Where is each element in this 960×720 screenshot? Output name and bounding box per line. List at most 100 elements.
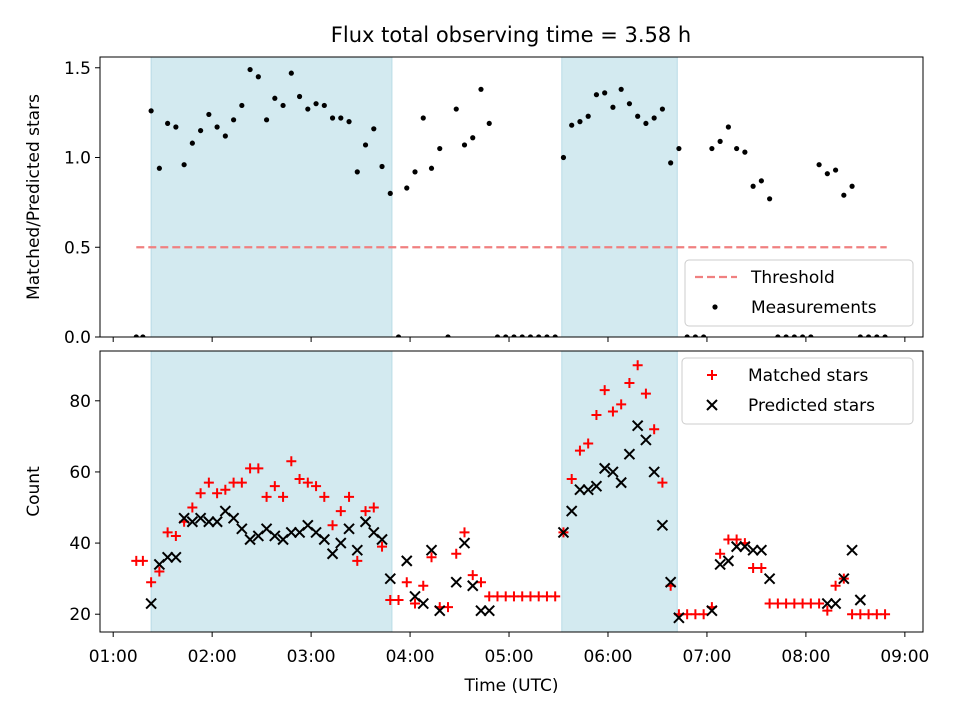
measurement-point	[643, 120, 649, 127]
predicted-star-point	[194, 512, 207, 524]
matched-star-point	[591, 410, 602, 421]
legend-label: Threshold	[750, 268, 835, 288]
measurement-point	[651, 115, 657, 121]
measurement-point	[791, 334, 797, 337]
measurement-point	[470, 135, 476, 141]
measurement-point	[560, 154, 567, 161]
measurement-point	[767, 196, 773, 202]
predicted-star-point	[854, 594, 867, 606]
predicted-star-point	[763, 572, 776, 585]
matched-star-point	[574, 445, 585, 456]
y-axis-label: Matched/Predicted stars	[24, 94, 44, 300]
matched-star-point	[657, 477, 668, 488]
matched-star-point	[236, 477, 247, 488]
predicted-star-point	[755, 544, 768, 556]
matched-star-point	[278, 491, 289, 502]
measurement-point	[527, 334, 534, 337]
measurement-point	[816, 162, 822, 168]
matched-star-point	[599, 385, 610, 396]
predicted-star-point	[178, 512, 190, 524]
predicted-star-point	[829, 597, 842, 610]
predicted-star-point	[434, 604, 446, 617]
measurement-point	[148, 108, 154, 114]
measurement-point	[602, 90, 608, 96]
ratio-panel: 0.0 0.5 1.0 1.5 Matched/Predicted stars Thres…	[24, 56, 924, 348]
measurement-point	[255, 74, 261, 80]
measurement-point	[486, 120, 492, 127]
predicted-star-point	[821, 597, 834, 610]
matched-star-point	[715, 548, 726, 559]
matched-star-point	[269, 481, 280, 492]
observing-window-band	[150, 351, 393, 632]
x-axis-label: Time (UTC)	[464, 676, 559, 696]
predicted-star-point	[161, 551, 174, 564]
measurement-point	[494, 334, 501, 337]
measurement-point	[362, 142, 369, 148]
predicted-star-point	[376, 533, 388, 546]
predicted-star-point	[467, 580, 479, 592]
measurement-point	[412, 169, 418, 175]
matched-star-point	[649, 424, 660, 435]
predicted-star-point	[475, 604, 487, 617]
legend-box	[681, 357, 914, 425]
predicted-star-point	[417, 597, 429, 610]
matched-star-point	[253, 463, 264, 474]
predicted-star-point	[401, 555, 413, 567]
predicted-star-point	[739, 540, 751, 553]
measurement-point	[453, 106, 459, 112]
measurement-point	[857, 334, 863, 337]
measurement-point	[676, 145, 682, 152]
predicted-star-point	[483, 604, 495, 617]
measurement-point	[173, 124, 179, 130]
axes-frame	[99, 56, 924, 338]
predicted-star-point	[730, 540, 743, 553]
matched-star-point	[195, 488, 206, 499]
predicted-star-point	[170, 551, 182, 564]
plot-area	[131, 351, 891, 632]
measurement-point	[428, 165, 435, 171]
matched-star-point	[344, 491, 355, 502]
y-tick-label: 20	[69, 605, 91, 625]
measurement-point	[181, 162, 187, 168]
measurement-point	[593, 92, 600, 98]
matched-star-point	[154, 566, 165, 577]
predicted-star-point	[656, 519, 669, 531]
matched-star-point	[146, 577, 157, 588]
matched-star-point	[607, 406, 618, 417]
y-tick-label: 1.5	[64, 59, 91, 79]
y-tick-label: 0.5	[64, 238, 91, 258]
predicted-star-point	[582, 484, 594, 496]
measurement-point	[461, 142, 468, 148]
predicted-star-point	[318, 533, 331, 546]
matched-star-point	[393, 594, 404, 605]
matched-star-point	[467, 570, 478, 581]
legend-label: Predicted stars	[748, 396, 875, 416]
matched-star-point	[756, 562, 767, 573]
measurement-point	[140, 334, 146, 337]
matched-star-point	[212, 488, 223, 499]
predicted-star-point	[269, 530, 281, 542]
x-tick-label: 07:00	[682, 647, 731, 667]
measurement-point	[569, 122, 575, 128]
x-tick-label: 09:00	[880, 647, 929, 667]
matched-star-point	[286, 456, 297, 467]
measurement-point	[214, 124, 220, 130]
measurement-point	[247, 66, 253, 73]
matched-star-point	[459, 527, 470, 538]
measurement-point	[882, 334, 888, 337]
measurement-point	[519, 334, 525, 337]
predicted-star-point	[673, 612, 685, 624]
predicted-star-point	[706, 604, 718, 617]
matched-star-point	[616, 399, 627, 410]
matched-star-point	[220, 484, 231, 495]
predicted-star-point	[227, 512, 240, 524]
measurement-point	[313, 101, 319, 107]
measurement-point	[800, 334, 806, 337]
measurement-point	[659, 106, 666, 112]
predicted-star-point	[186, 516, 199, 528]
predicted-star-point	[615, 476, 627, 489]
x-tick-label: 08:00	[781, 647, 830, 667]
measurement-point	[610, 104, 616, 110]
measurement-point	[717, 138, 723, 144]
measurement-point	[841, 192, 847, 198]
